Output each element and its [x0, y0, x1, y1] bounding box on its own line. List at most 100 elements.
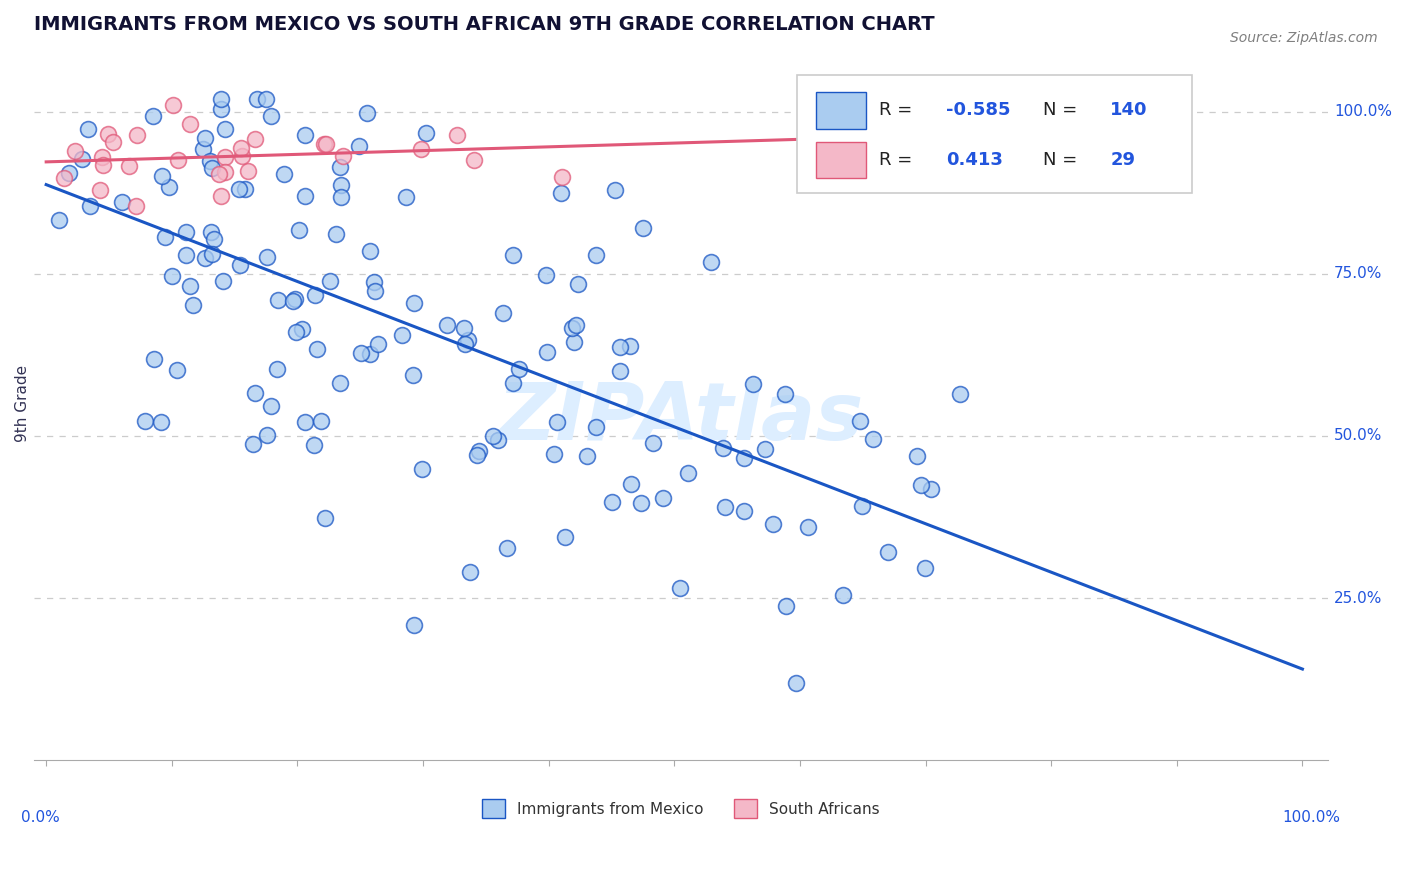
Point — [453, 336, 475, 351]
Point — [181, 298, 204, 312]
Point — [356, 105, 378, 120]
Text: N =: N = — [1043, 101, 1083, 119]
Point — [319, 274, 342, 288]
Point — [453, 321, 475, 335]
Text: 100.0%: 100.0% — [1282, 810, 1340, 825]
Point — [877, 545, 900, 559]
Point — [600, 494, 623, 508]
Point — [97, 128, 120, 142]
Point — [294, 128, 316, 142]
Point — [329, 376, 352, 391]
Point — [288, 223, 311, 237]
Point — [458, 565, 481, 579]
Point — [652, 491, 675, 505]
Text: 25.0%: 25.0% — [1334, 591, 1382, 606]
Point — [411, 461, 433, 475]
Point — [309, 414, 332, 428]
Text: 100.0%: 100.0% — [1334, 104, 1392, 119]
Point — [266, 362, 288, 376]
Point — [231, 148, 253, 162]
Point — [231, 141, 253, 155]
Point — [359, 346, 381, 360]
Point — [179, 278, 201, 293]
Point — [367, 337, 389, 351]
Point — [267, 293, 290, 308]
Point — [699, 255, 721, 269]
Point — [110, 195, 132, 210]
Point — [142, 352, 165, 367]
Point — [284, 292, 307, 306]
Point — [775, 387, 797, 401]
Point — [118, 159, 141, 173]
Point — [294, 188, 316, 202]
Point — [508, 362, 530, 376]
Point — [733, 450, 755, 465]
Point — [457, 333, 479, 347]
Point — [536, 268, 558, 282]
Point — [214, 121, 236, 136]
Point — [72, 152, 94, 166]
Point — [543, 447, 565, 461]
Point — [754, 442, 776, 457]
Point — [260, 109, 283, 123]
Point — [214, 150, 236, 164]
Point — [832, 588, 855, 602]
Point — [65, 145, 87, 159]
Point — [415, 126, 437, 140]
Point — [214, 165, 236, 179]
Point — [155, 229, 177, 244]
Point — [209, 92, 232, 106]
Point — [166, 363, 188, 377]
Point — [910, 477, 932, 491]
Point — [202, 232, 225, 246]
Point — [796, 520, 818, 534]
Point — [48, 213, 70, 227]
Point — [254, 92, 277, 106]
Point — [495, 541, 517, 556]
Point — [561, 321, 583, 335]
Point — [364, 284, 387, 298]
Text: 29: 29 — [1111, 151, 1135, 169]
Point — [883, 117, 905, 131]
Point — [305, 342, 328, 356]
Point — [242, 437, 264, 451]
Point — [550, 186, 572, 200]
Point — [733, 504, 755, 518]
Point — [492, 305, 515, 319]
Point — [162, 98, 184, 112]
Point — [256, 428, 278, 442]
Point — [228, 182, 250, 196]
Point — [329, 160, 352, 174]
Point — [89, 183, 111, 197]
Point — [551, 170, 574, 185]
Point — [101, 135, 124, 149]
Legend: Immigrants from Mexico, South Africans: Immigrants from Mexico, South Africans — [475, 793, 886, 824]
Point — [482, 428, 505, 442]
Point — [554, 531, 576, 545]
Point — [409, 142, 432, 156]
Text: 50.0%: 50.0% — [1334, 428, 1382, 443]
Point — [620, 477, 643, 491]
Point — [668, 581, 690, 595]
Point — [179, 117, 201, 131]
Text: 0.0%: 0.0% — [21, 810, 59, 825]
Point — [643, 436, 665, 450]
Point — [58, 166, 80, 180]
Point — [315, 136, 337, 151]
Text: 0.413: 0.413 — [946, 151, 1002, 169]
Point — [325, 227, 347, 241]
Point — [567, 277, 589, 292]
Point — [198, 153, 221, 168]
Point — [281, 294, 304, 309]
Point — [402, 368, 425, 383]
Point — [363, 275, 385, 289]
Point — [436, 318, 458, 333]
Point — [862, 432, 884, 446]
Point — [785, 676, 807, 690]
Point — [160, 268, 183, 283]
Point — [209, 102, 232, 116]
Point — [562, 334, 585, 349]
Point — [209, 189, 232, 203]
Point — [949, 387, 972, 401]
Point — [291, 322, 314, 336]
